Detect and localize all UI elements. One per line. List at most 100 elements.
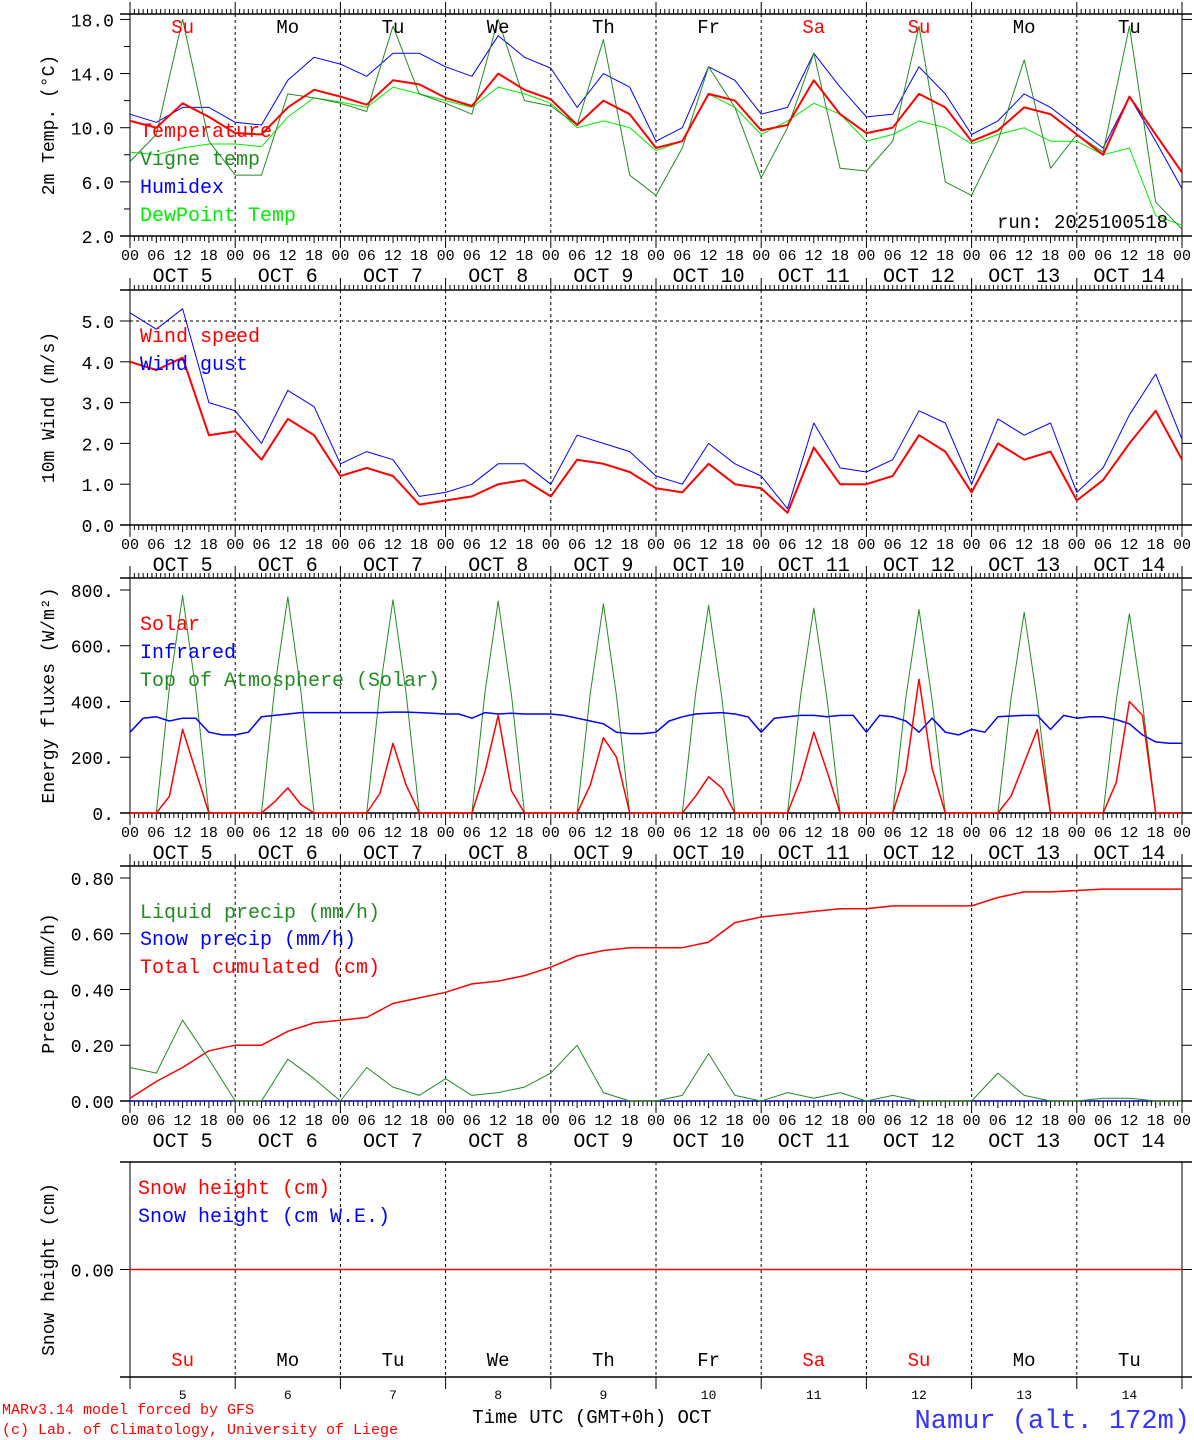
date-label: OCT 12 — [883, 266, 955, 289]
hour-tick-label: 00 — [857, 1113, 875, 1130]
y-tick-label: 0.20 — [71, 1038, 114, 1058]
hour-tick-label: 18 — [200, 248, 218, 265]
hour-tick-label: 00 — [437, 537, 455, 554]
hour-tick-label: 18 — [305, 825, 323, 842]
date-label: OCT 14 — [1093, 555, 1165, 578]
hour-tick-label: 18 — [1147, 248, 1165, 265]
hour-tick-label: 00 — [963, 248, 981, 265]
panel-3: 00 06 12 18 00 06 12 18 00 06 12 18 00 06 12 18 00 06 12 18… — [40, 566, 1192, 866]
hour-tick-label: 12 — [384, 248, 402, 265]
hour-tick-label: 00 — [1068, 1113, 1086, 1130]
hour-tick-label: 18 — [726, 537, 744, 554]
y-tick-label: 6.0 — [82, 175, 114, 195]
hour-tick-label: 18 — [515, 537, 533, 554]
hour-tick-label: 12 — [174, 248, 192, 265]
y-axis-label: Precip (mm/h) — [40, 913, 60, 1053]
date-label: OCT 14 — [1093, 843, 1165, 866]
hour-tick-label: 12 — [910, 537, 928, 554]
date-label: OCT 9 — [573, 843, 633, 866]
date-label: OCT 12 — [883, 555, 955, 578]
hour-tick-label: 00 — [331, 1113, 349, 1130]
y-tick-label: 200. — [71, 750, 114, 770]
series-line-wind-speed — [129, 356, 1183, 514]
legend-entry: Solar — [140, 614, 200, 637]
hour-tick-label: 00 — [647, 537, 665, 554]
hour-tick-label: 06 — [358, 248, 376, 265]
series-line-wind-gust — [129, 308, 1183, 510]
hour-tick-label: 12 — [700, 1113, 718, 1130]
legend-entry: Snow precip (mm/h) — [140, 929, 356, 952]
date-label: OCT 6 — [258, 266, 318, 289]
legend-entry: Infrared — [140, 642, 236, 665]
weekday-label: Th — [592, 17, 615, 39]
hour-tick-label: 12 — [1120, 537, 1138, 554]
y-tick-label: 0.00 — [71, 1094, 114, 1114]
y-tick-label: 0. — [92, 806, 114, 826]
day-number-label: 5 — [179, 1388, 187, 1403]
day-number-label: 12 — [911, 1388, 927, 1403]
hour-tick-label: 12 — [174, 537, 192, 554]
hour-tick-label: 00 — [542, 1113, 560, 1130]
hour-tick-label: 06 — [673, 248, 691, 265]
hour-tick-label: 00 — [331, 537, 349, 554]
hour-tick-label: 00 — [857, 537, 875, 554]
series-line-temperature — [129, 72, 1183, 173]
hour-tick-label: 12 — [384, 825, 402, 842]
hour-tick-label: 12 — [279, 248, 297, 265]
date-label: OCT 9 — [573, 1131, 633, 1154]
hour-tick-label: 18 — [410, 825, 428, 842]
weekday-label: Mo — [276, 1350, 299, 1372]
hour-tick-label: 12 — [1120, 248, 1138, 265]
hour-tick-label: 00 — [1173, 1113, 1191, 1130]
hour-tick-label: 06 — [252, 825, 270, 842]
y-tick-label: 10.0 — [71, 121, 114, 141]
legend-entry: Humidex — [140, 177, 224, 200]
hour-tick-label: 06 — [358, 1113, 376, 1130]
hour-tick-label: 06 — [568, 248, 586, 265]
hour-tick-label: 18 — [515, 1113, 533, 1130]
hour-tick-label: 06 — [147, 825, 165, 842]
hour-tick-label: 00 — [226, 537, 244, 554]
hour-tick-label: 12 — [279, 825, 297, 842]
hour-tick-label: 00 — [121, 1113, 139, 1130]
date-label: OCT 12 — [883, 843, 955, 866]
hour-tick-label: 18 — [1147, 537, 1165, 554]
legend-entry: DewPoint Temp — [140, 205, 296, 228]
legend-entry: Wind gust — [140, 354, 248, 377]
hour-tick-label: 12 — [805, 248, 823, 265]
hour-tick-label: 12 — [1120, 825, 1138, 842]
day-number-label: 13 — [1016, 1388, 1032, 1403]
hour-tick-label: 12 — [910, 248, 928, 265]
hour-tick-label: 12 — [910, 1113, 928, 1130]
date-label: OCT 11 — [778, 266, 850, 289]
y-axis-label: Energy fluxes (W/m²) — [40, 587, 60, 803]
station-title: Namur (alt. 172m) — [915, 1407, 1190, 1437]
weekday-label: We — [487, 17, 510, 39]
weekday-label: Fr — [697, 1350, 720, 1372]
hour-tick-label: 06 — [463, 537, 481, 554]
hour-tick-label: 06 — [252, 248, 270, 265]
hour-tick-label: 12 — [594, 825, 612, 842]
date-label: OCT 8 — [468, 843, 528, 866]
y-tick-label: 3.0 — [82, 396, 114, 416]
hour-tick-label: 18 — [831, 248, 849, 265]
hour-tick-label: 06 — [989, 248, 1007, 265]
hour-tick-label: 06 — [1094, 825, 1112, 842]
hour-tick-label: 18 — [726, 248, 744, 265]
hour-tick-label: 00 — [226, 248, 244, 265]
y-tick-label: 400. — [71, 694, 114, 714]
weekday-label: Su — [908, 17, 931, 39]
series-line-solar — [130, 678, 1182, 814]
hour-tick-label: 12 — [700, 248, 718, 265]
date-label: OCT 11 — [778, 843, 850, 866]
series-group — [129, 595, 1182, 814]
weekday-label: Fr — [697, 17, 720, 39]
hour-tick-label: 00 — [121, 537, 139, 554]
hour-tick-label: 06 — [778, 537, 796, 554]
hour-tick-label: 00 — [121, 248, 139, 265]
legend-entry: Temperature — [140, 121, 272, 144]
hour-tick-label: 00 — [752, 825, 770, 842]
date-label: OCT 6 — [258, 843, 318, 866]
hour-tick-label: 06 — [463, 1113, 481, 1130]
